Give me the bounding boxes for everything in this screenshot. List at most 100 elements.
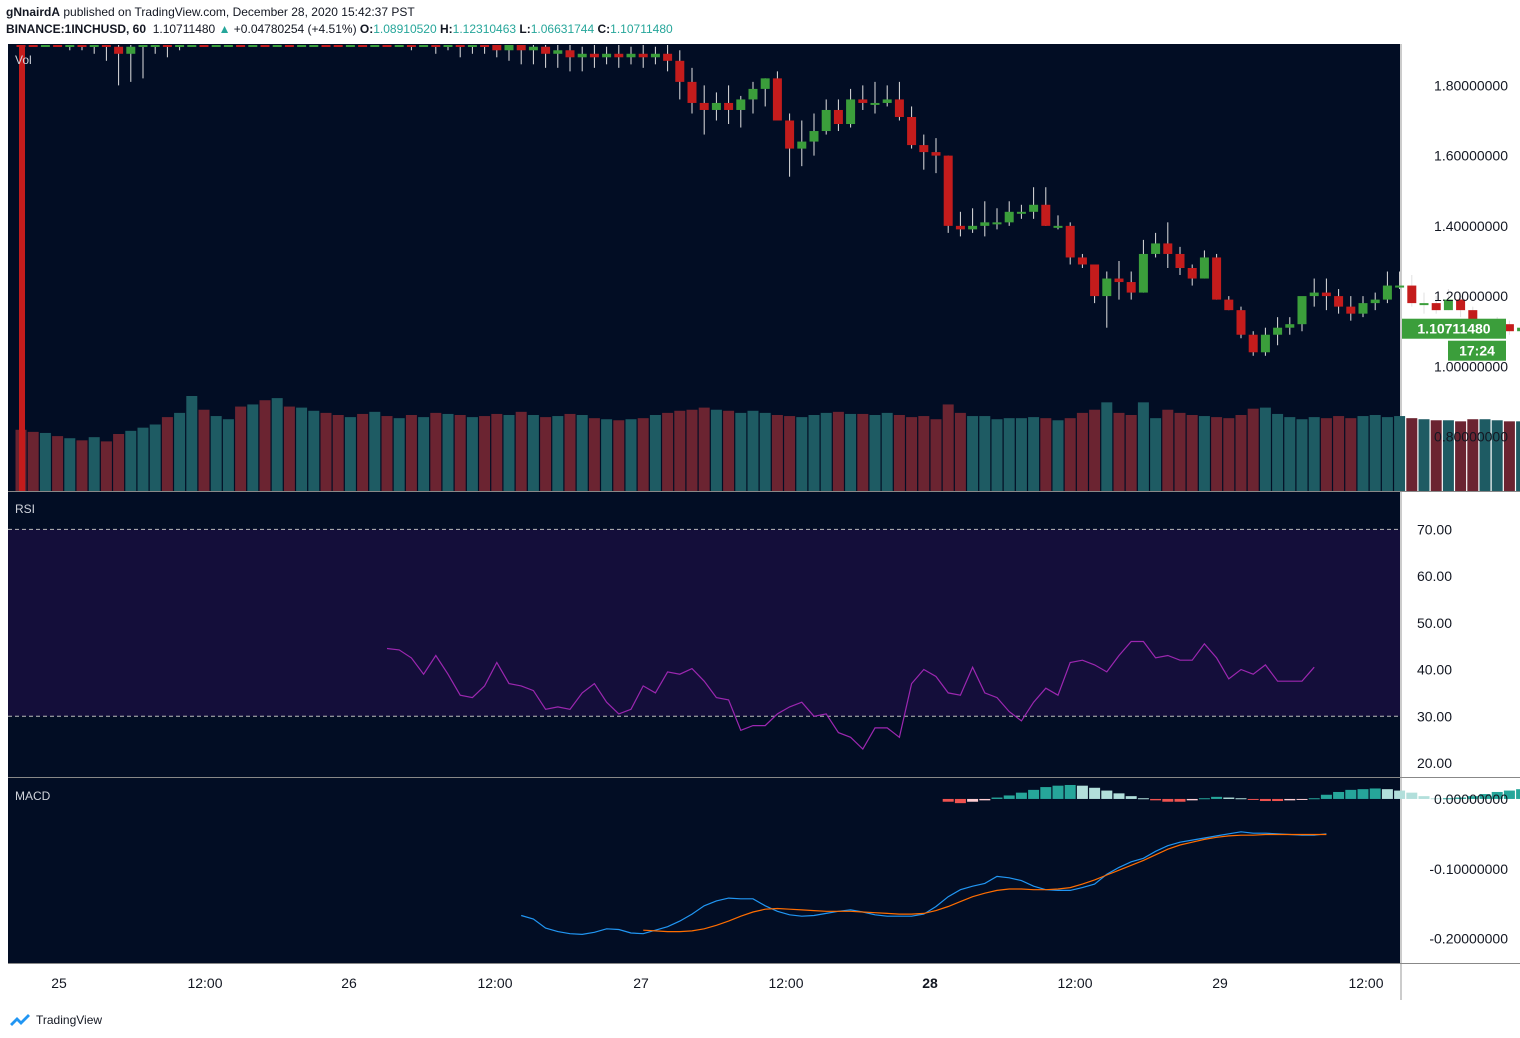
candle-down xyxy=(77,45,87,47)
candle-up xyxy=(992,222,1002,225)
volume-bar xyxy=(686,409,698,491)
chart-canvas[interactable]: 1.80000000 1.60000000 1.40000000 1.20000000… xyxy=(0,40,1520,1002)
volume-bar xyxy=(967,416,979,491)
macd-histogram-bar xyxy=(954,798,966,804)
candle-up xyxy=(1382,285,1392,300)
rsi-tick-label: 30.00 xyxy=(1417,708,1452,724)
candle-up xyxy=(1309,292,1319,297)
tradingview-logo[interactable]: TradingView xyxy=(8,1010,102,1030)
volume-bar xyxy=(771,415,783,491)
macd-histogram-bar xyxy=(1333,791,1345,799)
author-name[interactable]: gNnairdA xyxy=(6,5,60,19)
volume-bar xyxy=(662,412,674,491)
last-price: 1.10711480 xyxy=(152,22,216,36)
macd-histogram-bar xyxy=(1381,789,1393,799)
volume-bar xyxy=(601,419,613,491)
candle-down xyxy=(1248,334,1258,353)
volume-bar xyxy=(1503,421,1515,491)
volume-bar xyxy=(796,417,808,491)
volume-bar xyxy=(1113,412,1125,491)
macd-histogram-bar xyxy=(1516,789,1520,799)
volume-bar xyxy=(906,417,918,491)
candle-up xyxy=(1297,296,1307,325)
symbol-name: BINANCE:1INCHUSD, 60 xyxy=(6,22,147,36)
volume-bar xyxy=(527,415,539,491)
volume-bar xyxy=(1198,416,1210,491)
low-label: L: xyxy=(519,22,531,36)
macd-histogram-bar xyxy=(1394,790,1406,799)
candle-down xyxy=(260,45,270,47)
candle-up xyxy=(504,45,514,51)
candle-up xyxy=(736,99,746,110)
close-label: C: xyxy=(597,22,611,36)
volume-bar xyxy=(723,410,735,491)
volume-bar xyxy=(845,413,857,491)
candle-up xyxy=(1004,211,1014,223)
candle-down xyxy=(1321,292,1331,297)
volume-bar xyxy=(1003,418,1015,491)
candle-up xyxy=(223,45,233,47)
volume-bar xyxy=(491,413,503,491)
candle-up xyxy=(89,45,99,47)
volume-bar xyxy=(174,412,186,491)
high-label: H: xyxy=(440,22,453,36)
volume-bar xyxy=(552,416,564,491)
candle-down xyxy=(907,116,917,146)
candle-up xyxy=(602,53,612,58)
close-value: 1.10711480 xyxy=(610,22,673,36)
candle-up xyxy=(40,45,50,47)
candle-up xyxy=(1016,211,1026,214)
volume-bar xyxy=(210,416,222,491)
macd-histogram-bar xyxy=(1003,795,1015,799)
macd-tick-label: -0.20000000 xyxy=(1429,931,1508,947)
rsi-line xyxy=(386,640,1315,750)
candle-down xyxy=(955,225,965,230)
candle-down xyxy=(1456,299,1466,311)
volume-bar xyxy=(479,416,491,491)
macd-histogram-bar xyxy=(1442,798,1454,800)
macd-histogram-bar xyxy=(1406,792,1418,799)
macd-histogram-bar xyxy=(1345,789,1357,799)
last-price-label-bg xyxy=(1402,318,1506,339)
rsi-tick-label: 70.00 xyxy=(1417,521,1452,537)
volume-bar xyxy=(52,436,64,491)
candle-up xyxy=(467,45,477,47)
candle-up xyxy=(1395,285,1405,288)
volume-bar xyxy=(1320,418,1332,491)
price-change: +0.04780254 (+4.51%) xyxy=(233,22,357,36)
volume-bar xyxy=(1150,418,1162,491)
volume-bar xyxy=(454,415,466,491)
macd-histogram-bar xyxy=(1284,798,1296,801)
volume-bar xyxy=(1491,420,1503,491)
trendline[interactable] xyxy=(1436,209,1520,333)
volume-bar xyxy=(198,409,210,491)
volume-bar xyxy=(540,417,552,491)
time-tick-label: 12:00 xyxy=(1348,975,1383,991)
candle-down xyxy=(431,45,441,47)
candle-up xyxy=(419,45,429,47)
volume-bar xyxy=(1333,416,1345,491)
volume-bar xyxy=(149,424,161,491)
candle-down xyxy=(406,45,416,47)
candle-down xyxy=(589,53,599,58)
time-tick-label: 12:00 xyxy=(187,975,222,991)
candle-up xyxy=(1443,299,1453,311)
candle-up xyxy=(443,45,453,47)
volume-bar xyxy=(296,407,308,491)
candle-up xyxy=(1517,327,1520,332)
candle-down xyxy=(858,99,868,103)
macd-histogram-bar xyxy=(1125,796,1137,799)
candle-up xyxy=(211,45,221,47)
candle-down xyxy=(162,45,172,47)
volume-pane-label: Vol xyxy=(15,53,32,67)
rsi-tick-label: 40.00 xyxy=(1417,662,1452,678)
volume-bar xyxy=(893,415,905,491)
volume-bar xyxy=(88,437,100,491)
candle-down xyxy=(1187,268,1197,279)
candle-up xyxy=(1419,303,1429,306)
candle-up xyxy=(1138,253,1148,293)
candle-down xyxy=(943,155,953,226)
volume-bar xyxy=(259,400,271,491)
volume-bar xyxy=(637,418,649,491)
time-tick-label: 25 xyxy=(51,975,67,991)
